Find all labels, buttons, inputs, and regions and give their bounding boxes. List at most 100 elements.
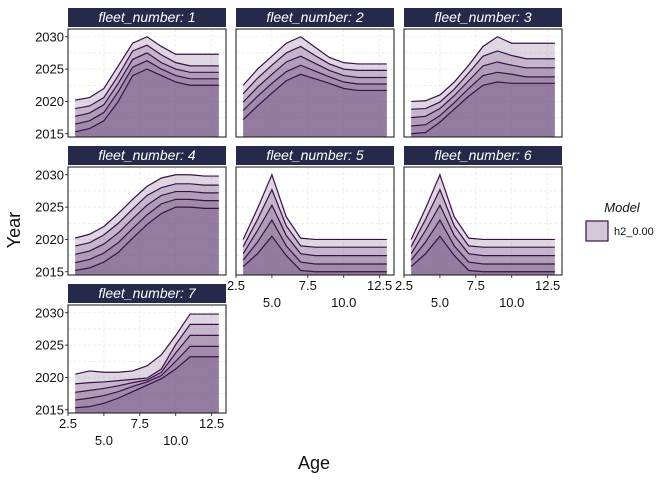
panel-border [67,304,227,414]
facet-strip-label: fleet_number: 1 [98,9,195,25]
facet-strip [68,146,226,165]
facet-strip-label: fleet_number: 6 [434,147,531,163]
series-line [410,218,555,265]
area-band [75,45,219,137]
area-band [75,324,219,413]
facet-panel: fleet_number: 2 [235,8,395,138]
series-line [75,183,219,247]
area-band [75,191,219,275]
facet-strip-label: fleet_number: 4 [98,147,195,163]
area-band [411,236,555,275]
panel-border [67,28,227,138]
series-line [242,73,387,120]
facet-strip [404,146,562,165]
area-band [243,236,387,275]
area-band [75,314,219,413]
facet-strip-label: fleet_number: 5 [266,147,363,163]
area-band [243,56,387,137]
x-tick-label: 5.0 [95,433,113,448]
legend-key-swatch [585,220,609,242]
series-line [410,235,555,273]
y-tick-label: 2025 [35,200,64,215]
panel-border [403,166,563,276]
chart-panels: fleet_number: 12015202020252030fleet_num… [35,8,563,448]
facet-strip [68,284,226,303]
series-line [242,188,387,248]
series-line [75,68,219,133]
area-band [243,46,387,137]
area-band [411,36,555,138]
area-band [75,199,219,275]
panel-border [235,166,395,276]
facet-strip [236,8,394,27]
x-tick-label: 12.5 [367,278,392,293]
series-line [75,345,219,401]
series-line [75,206,219,272]
facet-panel: fleet_number: 7 2015 2020 2025 2030 2.5 5.0 7.5… [35,284,227,448]
area-band [243,189,387,275]
legend-label: h2_0.00 [614,226,654,238]
facet-panel: fleet_number: 1 2015 2020 2025 2030 [35,8,227,141]
y-tick-label: 2015 [35,126,64,141]
facet-strip-label: fleet_number: 3 [434,9,531,25]
facet-panel: fleet_number: 4 2015 2020 2025 2030 [35,146,227,279]
series-line [242,64,387,111]
area-band [243,205,387,275]
series-line [75,174,219,239]
facet-strip-label: fleet_number: 2 [266,9,363,25]
facet-panel: fleet_number: 3 [403,8,563,138]
series-line [75,198,219,264]
legend-title: Model [604,200,641,215]
panel-border [235,28,395,138]
series-line [242,218,387,265]
x-tick-label: 10.0 [163,433,188,448]
series-line [411,71,555,127]
x-tick-label: 5.0 [431,295,449,310]
area-band [75,52,219,137]
x-tick-label: 12.5 [535,278,560,293]
x-tick-label: 2.5 [395,278,413,293]
series-line [75,52,219,117]
panel-border [67,166,227,276]
x-tick-label: 10.0 [499,295,524,310]
legend: Model h2_0.00 [585,200,654,242]
y-axis-title: Year [4,212,24,248]
area-band [411,174,555,275]
y-tick-label: 2020 [35,94,64,109]
x-tick-label: 5.0 [263,295,281,310]
series-line [75,36,219,101]
series-line [242,55,387,103]
y-tick-label: 2020 [35,370,64,385]
series-line [411,36,555,103]
series-line [75,356,219,409]
facet-panel: fleet_number: 5 2.5 5.0 7.5 10.0 12.5 [227,146,395,310]
area-band [75,356,219,413]
series-line [242,203,387,257]
series-line [411,50,555,110]
facet-panel: fleet_number: 6 2.5 5.0 7.5 10.0 12.5 [395,146,563,310]
area-band [243,36,387,138]
series-line [75,323,219,385]
x-tick-label: 7.5 [299,278,317,293]
panel-border [403,28,563,138]
series-line [242,235,387,273]
series-line [75,334,219,393]
area-band [411,205,555,275]
y-tick-label: 2030 [35,305,64,320]
series-line [410,203,555,257]
area-band [411,82,555,137]
area-band [411,189,555,275]
x-tick-label: 12.5 [199,416,224,431]
y-tick-label: 2015 [35,264,64,279]
y-tick-label: 2020 [35,232,64,247]
x-tick-label: 7.5 [131,416,149,431]
series-line [411,81,555,135]
series-line [410,173,555,241]
series-line [242,36,387,86]
area-band [75,69,219,137]
y-tick-label: 2030 [35,167,64,182]
facet-strip [236,146,394,165]
x-tick-label: 10.0 [331,295,356,310]
x-tick-label: 2.5 [227,278,245,293]
